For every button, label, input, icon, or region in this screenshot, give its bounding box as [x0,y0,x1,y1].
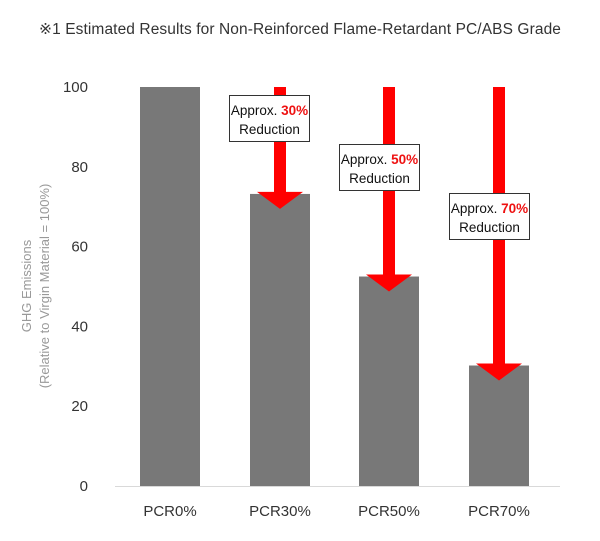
y-axis-ticks: 0 20 40 60 80 100 [63,79,88,495]
y-tick-label: 20 [71,398,88,415]
category-label: PCR50% [358,503,420,520]
callout-box [339,144,420,191]
reduction-callouts: Approx. 30% Reduction Approx. 50% Reduction… [229,95,530,240]
y-tick-label: 100 [63,79,88,96]
category-label: PCR70% [468,503,530,520]
y-tick-label: 60 [71,239,88,256]
bars-group [140,87,529,486]
y-axis-label-line2: (Relative to Virgin Material = 100%) [37,184,52,389]
reduction-callout: Approx. 50% Reduction [339,144,420,191]
callout-line-2: Reduction [459,220,520,235]
category-labels: PCR0% PCR30% PCR50% PCR70% [143,503,530,520]
y-tick-label: 40 [71,318,88,335]
callout-box [229,95,310,142]
y-tick-label: 0 [80,478,88,495]
category-label: PCR0% [143,503,196,520]
chart-title: ※1 Estimated Results for Non-Reinforced … [38,21,562,38]
y-axis-label: GHG Emissions (Relative to Virgin Materi… [19,184,52,389]
reduction-arrow [257,87,303,209]
y-axis-label-line1: GHG Emissions [19,239,34,332]
callout-line-1: Approx. 50% [341,152,418,167]
callout-line-1: Approx. 70% [451,201,528,216]
reduction-callout: Approx. 30% Reduction [229,95,310,142]
bar [469,365,529,486]
bar [250,193,310,486]
callout-line-1: Approx. 30% [231,103,308,118]
bar [140,87,200,486]
category-label: PCR30% [249,503,311,520]
y-tick-label: 80 [71,159,88,176]
bar [359,276,419,486]
reduction-callout: Approx. 70% Reduction [449,193,530,240]
callout-line-2: Reduction [349,171,410,186]
callout-box [449,193,530,240]
callout-line-2: Reduction [239,122,300,137]
